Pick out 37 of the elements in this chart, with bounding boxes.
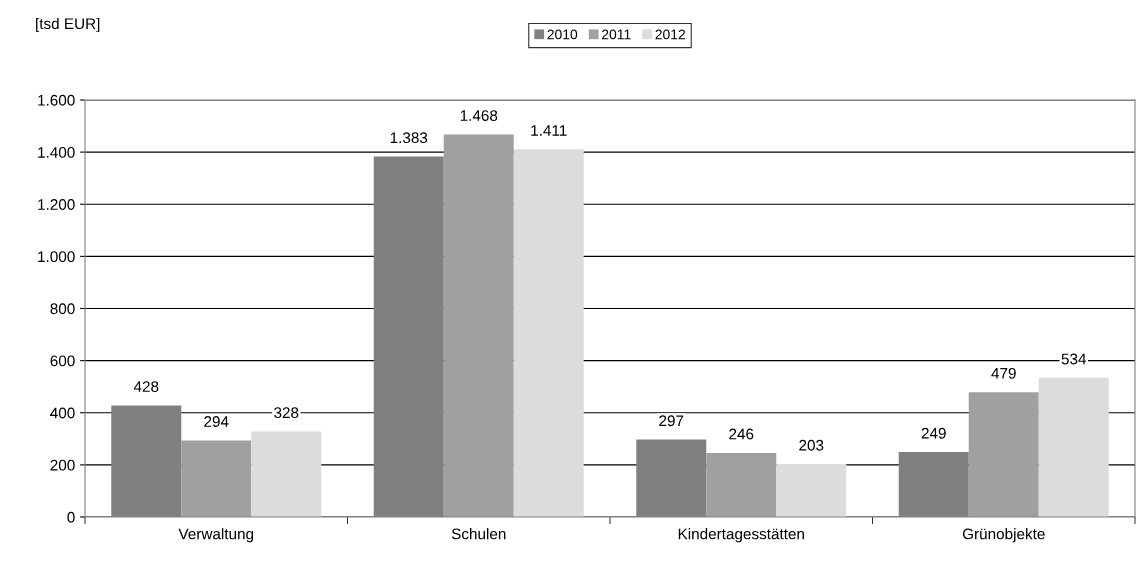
data-label: 479 [991, 367, 1016, 379]
x-tick-label: Schulen [451, 528, 506, 540]
bar [968, 392, 1039, 517]
x-tick-label: Grünobjekte [962, 528, 1045, 543]
data-label: 428 [133, 381, 159, 393]
x-tick-label: Verwaltung [178, 528, 254, 543]
y-tick-label: 600 [50, 355, 75, 367]
y-axis-title: [tsd EUR] [36, 17, 100, 33]
legend-label: 2012 [655, 29, 685, 40]
y-tick-label: 800 [50, 303, 75, 315]
data-label: 249 [921, 427, 946, 439]
data-label: 203 [799, 439, 824, 451]
y-tick-label: 0 [67, 511, 75, 523]
y-tick-label: 1.600 [38, 94, 75, 106]
data-label: 1.411 [531, 125, 567, 136]
bar [1038, 377, 1109, 517]
legend-label: 2011 [602, 29, 631, 40]
y-tick-label: 400 [50, 407, 75, 419]
bar [513, 149, 584, 517]
y-tick-label: 200 [50, 459, 75, 471]
y-tick-label: 1.200 [38, 199, 75, 210]
bar [181, 440, 252, 517]
y-tick-label: 1.400 [38, 146, 75, 158]
bar [706, 452, 777, 517]
bar [443, 134, 514, 517]
data-label: 328 [274, 407, 299, 419]
data-label: 294 [204, 416, 229, 427]
x-tick-label: Kindertagesstätten [678, 528, 804, 543]
bar [251, 431, 322, 517]
data-label: 534 [1061, 353, 1087, 365]
data-label: 1.383 [390, 132, 428, 144]
data-label: 297 [659, 415, 684, 427]
data-label: 246 [729, 428, 754, 440]
data-label: 1.468 [460, 110, 498, 121]
bar [776, 464, 847, 517]
legend-label: 2010 [547, 29, 578, 40]
y-tick-label: 1.000 [38, 251, 75, 263]
